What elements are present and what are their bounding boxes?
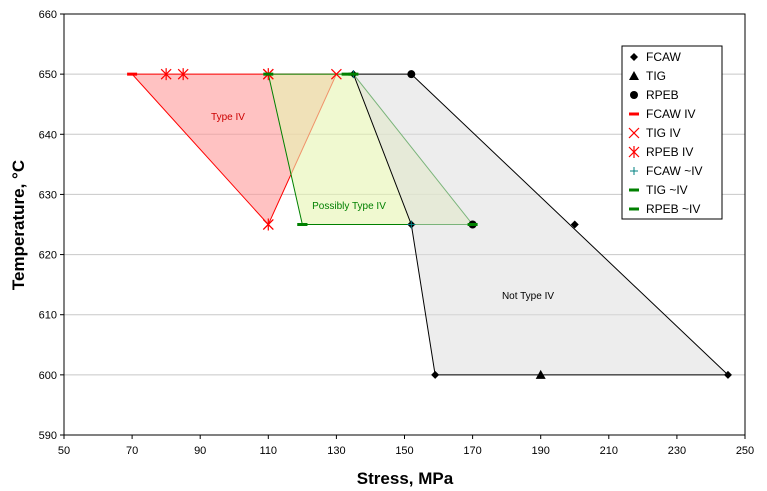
point-rpeb-iv (160, 68, 172, 81)
axis-ticks: 50 70 90 110 130 150 170 190 210 230 250 590 600 610 6… (39, 9, 755, 457)
legend: FCAW TIG RPEB FCAW IV TIG IV RPEB IV FCAW ~IV T… (621, 45, 723, 220)
y-tick-label: 630 (39, 189, 57, 201)
point-rpeb (407, 70, 416, 79)
x-tick-label: 170 (463, 445, 481, 457)
point-fcaw (723, 370, 732, 379)
region-label-possibly-type-iv: Possibly Type IV (312, 201, 386, 212)
region-not-type-iv (352, 73, 730, 376)
x-tick-label: 90 (194, 445, 206, 457)
point-fcaw (570, 220, 579, 229)
data-markers (127, 68, 732, 379)
x-tick-label: 150 (395, 445, 413, 457)
legend-marker-rpeb (630, 91, 638, 99)
x-tick-label: 250 (736, 445, 754, 457)
y-axis-title: Temperature, °C (9, 160, 28, 290)
legend-marker-fcaw (630, 53, 638, 61)
x-tick-label: 50 (58, 445, 70, 457)
y-tick-label: 650 (39, 69, 57, 81)
region-labels: Type IV Possibly Type IV Not Type IV (211, 112, 554, 302)
point-fcaw (431, 370, 440, 379)
legend-label-rpeb-iv: RPEB IV (646, 145, 693, 159)
x-tick-label: 210 (600, 445, 618, 457)
x-tick-label: 110 (260, 445, 278, 457)
legend-label-tig-iv: TIG ~IV (646, 183, 688, 197)
legend-marker-fcaw-iv (630, 167, 638, 175)
x-tick-label: 190 (532, 445, 550, 457)
point-rpeb-iv (177, 68, 189, 81)
x-tick-label: 130 (327, 445, 345, 457)
x-tick-label: 70 (126, 445, 138, 457)
legend-label-tig-iv: TIG IV (646, 126, 681, 140)
y-tick-label: 600 (39, 370, 57, 382)
y-tick-label: 620 (39, 250, 57, 262)
point-tig-iv (330, 68, 342, 80)
legend-marker-tig (629, 71, 639, 80)
x-axis-title: Stress, MPa (357, 469, 454, 488)
y-tick-label: 590 (39, 430, 57, 442)
y-tick-label: 660 (39, 9, 57, 21)
legend-label-rpeb-iv: RPEB ~IV (646, 202, 700, 216)
region-label-not-type-iv: Not Type IV (502, 291, 554, 302)
point-rpeb-iv (262, 218, 274, 231)
legend-label-fcaw-iv: FCAW ~IV (646, 164, 703, 178)
point-fcaw-iv (407, 220, 416, 229)
legend-marker-tig-iv (628, 127, 640, 139)
legend-label-rpeb: RPEB (646, 88, 679, 102)
y-tick-label: 640 (39, 129, 57, 141)
legend-marker-rpeb-iv (628, 146, 640, 158)
legend-label-tig: TIG (646, 69, 666, 83)
point-tig (535, 369, 546, 379)
y-tick-label: 610 (39, 310, 57, 322)
legend-label-fcaw: FCAW (646, 50, 682, 64)
legend-label-fcaw-iv: FCAW IV (646, 107, 696, 121)
region-label-type-iv: Type IV (211, 112, 245, 123)
x-tick-label: 230 (668, 445, 686, 457)
regions (130, 73, 730, 376)
